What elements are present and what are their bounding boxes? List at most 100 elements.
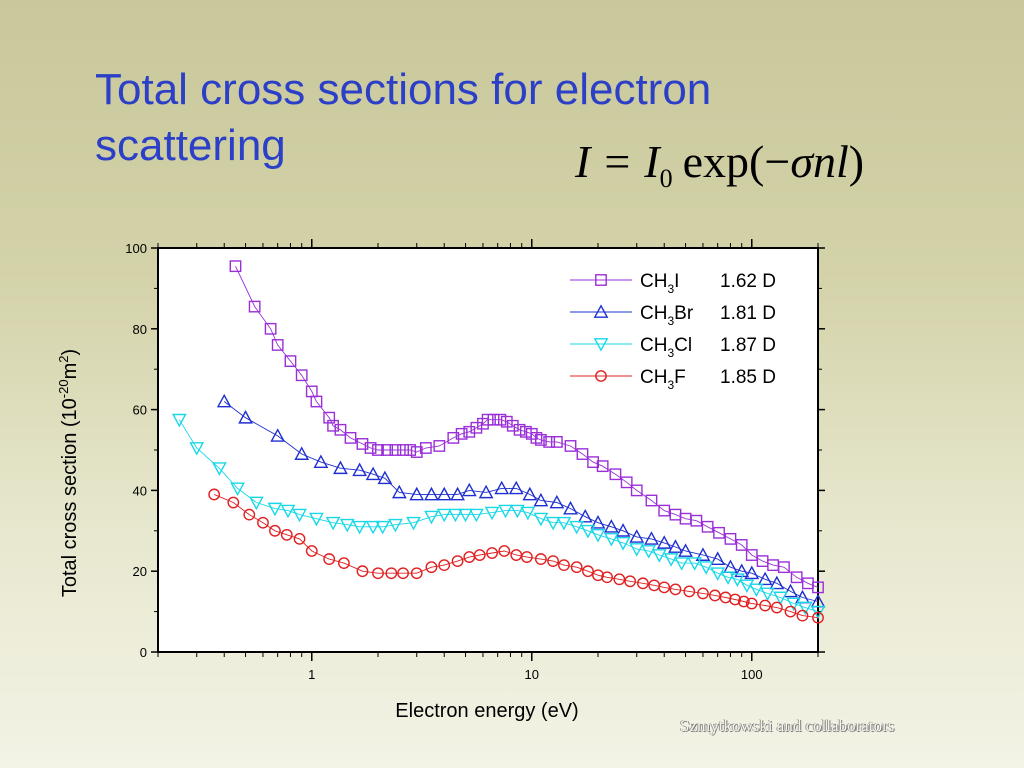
ylabel-mid: m bbox=[59, 363, 81, 380]
data-point bbox=[284, 355, 297, 368]
data-point bbox=[724, 532, 737, 545]
data-point bbox=[436, 486, 452, 501]
data-point bbox=[388, 518, 403, 533]
legend-sub: 3 bbox=[667, 346, 674, 360]
data-point bbox=[687, 557, 703, 571]
data-point bbox=[729, 593, 742, 606]
data-point bbox=[669, 583, 682, 596]
series-line bbox=[235, 266, 819, 588]
series-0 bbox=[229, 260, 824, 594]
data-point bbox=[624, 575, 637, 588]
data-point bbox=[325, 516, 341, 531]
data-point bbox=[629, 529, 645, 543]
credit-text: Szmytkowski and collaborators bbox=[680, 716, 895, 735]
legend-sub: 3 bbox=[667, 314, 674, 328]
data-point bbox=[448, 508, 463, 523]
legend-end: Br bbox=[674, 303, 694, 324]
title-line-1: Total cross sections for electron bbox=[95, 65, 712, 114]
legend-marker bbox=[593, 338, 609, 352]
data-point bbox=[425, 561, 438, 574]
data-point bbox=[592, 569, 604, 582]
data-point bbox=[309, 512, 324, 527]
data-point bbox=[397, 567, 409, 580]
data-point bbox=[577, 508, 593, 523]
y-tick-label: 60 bbox=[133, 403, 147, 418]
data-point bbox=[550, 436, 563, 448]
data-point bbox=[695, 547, 711, 561]
data-point bbox=[375, 520, 391, 535]
title-line-2: scattering bbox=[95, 121, 286, 170]
data-point bbox=[656, 535, 672, 549]
data-point bbox=[227, 496, 240, 509]
data-point bbox=[229, 260, 242, 273]
data-point bbox=[737, 595, 750, 608]
data-point bbox=[534, 553, 547, 565]
formula-equals: = bbox=[604, 136, 631, 187]
data-point bbox=[333, 460, 348, 475]
legend-item: CH3I 1.62 D bbox=[570, 271, 776, 296]
data-point bbox=[522, 486, 538, 501]
y-tick-label: 20 bbox=[133, 564, 147, 579]
legend-label: CH3F 1.85 D bbox=[640, 367, 776, 392]
data-point bbox=[310, 395, 323, 408]
data-point bbox=[745, 597, 758, 610]
legend-sub: 3 bbox=[667, 282, 674, 296]
series-3 bbox=[208, 488, 824, 624]
legend-item: CH3Br 1.81 D bbox=[570, 303, 776, 328]
data-point bbox=[424, 486, 439, 501]
data-point bbox=[450, 486, 465, 501]
data-point bbox=[271, 339, 284, 351]
data-point bbox=[385, 567, 398, 580]
data-point bbox=[478, 484, 494, 499]
data-point bbox=[458, 508, 473, 523]
data-point bbox=[530, 431, 543, 444]
data-point bbox=[230, 482, 245, 497]
data-point bbox=[455, 427, 468, 440]
legend-item: CH3Cl 1.87 D bbox=[570, 335, 776, 360]
data-point bbox=[615, 537, 631, 551]
data-point bbox=[683, 585, 696, 598]
data-point bbox=[701, 520, 714, 533]
formula-I0-sub: 0 bbox=[659, 164, 673, 193]
data-point bbox=[558, 559, 570, 572]
data-point bbox=[770, 601, 783, 614]
x-tick-label: 1 bbox=[308, 667, 315, 682]
data-point bbox=[292, 508, 307, 523]
data-point bbox=[365, 520, 381, 535]
data-point bbox=[547, 555, 559, 567]
data-point bbox=[391, 484, 407, 499]
data-point bbox=[280, 504, 296, 519]
formula-lhs: I bbox=[575, 136, 591, 187]
data-point bbox=[534, 434, 547, 446]
data-point bbox=[519, 425, 532, 438]
plot-area bbox=[157, 247, 819, 653]
ylabel-exp2: 2 bbox=[56, 355, 71, 362]
data-point bbox=[305, 545, 318, 557]
data-point bbox=[749, 583, 764, 598]
data-point bbox=[697, 587, 709, 600]
y-tick-label: 80 bbox=[133, 322, 147, 337]
data-point bbox=[564, 440, 577, 452]
formula-minus: − bbox=[764, 136, 791, 187]
data-point bbox=[609, 468, 622, 481]
data-point bbox=[463, 425, 476, 438]
data-point bbox=[563, 500, 578, 515]
data-point bbox=[410, 446, 423, 458]
data-point bbox=[690, 514, 703, 527]
legend-base: CH bbox=[640, 367, 667, 388]
data-point bbox=[243, 508, 256, 521]
data-point bbox=[436, 508, 452, 523]
data-point bbox=[678, 543, 693, 557]
data-point bbox=[389, 444, 402, 456]
data-point bbox=[270, 428, 286, 442]
data-point bbox=[468, 508, 484, 523]
legend-dipole: 1.81 D bbox=[720, 303, 776, 324]
data-point bbox=[248, 300, 261, 313]
data-point bbox=[601, 571, 614, 584]
x-tick-label: 100 bbox=[741, 667, 763, 682]
data-point bbox=[543, 436, 556, 448]
data-point bbox=[171, 413, 187, 428]
data-point bbox=[629, 543, 645, 557]
data-point bbox=[424, 510, 439, 525]
legend-label: CH3Cl 1.87 D bbox=[640, 335, 776, 360]
